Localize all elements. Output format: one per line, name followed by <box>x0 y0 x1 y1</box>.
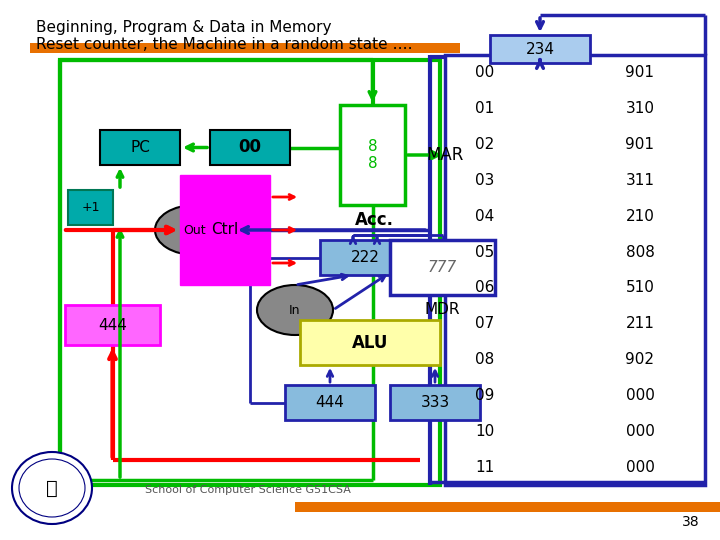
Text: Ctrl: Ctrl <box>212 222 238 238</box>
Ellipse shape <box>155 205 235 255</box>
Text: 8
8: 8 8 <box>368 139 377 171</box>
Text: 38: 38 <box>683 515 700 529</box>
Text: 11: 11 <box>475 460 495 475</box>
Text: +1: +1 <box>81 201 100 214</box>
Text: 902: 902 <box>626 352 654 367</box>
Text: 000: 000 <box>626 388 654 403</box>
Text: 01: 01 <box>475 102 495 116</box>
Text: 901: 901 <box>626 65 654 80</box>
Text: 02: 02 <box>475 137 495 152</box>
Text: School of Computer Science G51CSA: School of Computer Science G51CSA <box>145 485 351 495</box>
Text: 311: 311 <box>626 173 654 188</box>
Text: 210: 210 <box>626 209 654 224</box>
Text: 🦌: 🦌 <box>46 478 58 497</box>
Text: ALU: ALU <box>352 334 388 352</box>
Bar <box>68 190 113 225</box>
Text: 06: 06 <box>475 280 495 295</box>
Text: MAR: MAR <box>426 146 464 164</box>
Bar <box>390 240 495 295</box>
Bar <box>65 305 160 345</box>
Text: 444: 444 <box>98 318 127 333</box>
Ellipse shape <box>257 285 333 335</box>
Ellipse shape <box>12 452 92 524</box>
Text: 04: 04 <box>475 209 495 224</box>
Text: 00: 00 <box>475 65 495 80</box>
Bar <box>210 130 290 165</box>
Bar <box>30 43 460 53</box>
Text: 05: 05 <box>475 245 495 260</box>
Bar <box>180 175 270 285</box>
Text: 333: 333 <box>420 395 449 410</box>
Text: 000: 000 <box>626 460 654 475</box>
Text: 901: 901 <box>626 137 654 152</box>
Bar <box>285 385 375 420</box>
Bar <box>60 60 440 485</box>
Bar <box>295 502 720 512</box>
Text: 03: 03 <box>475 173 495 188</box>
Text: 211: 211 <box>626 316 654 331</box>
Text: 222: 222 <box>351 250 379 265</box>
Text: MDR: MDR <box>425 302 460 318</box>
Text: Acc.: Acc. <box>355 211 394 229</box>
Text: Beginning, Program & Data in Memory: Beginning, Program & Data in Memory <box>36 20 331 35</box>
Text: 510: 510 <box>626 280 654 295</box>
Text: 10: 10 <box>475 424 495 438</box>
Text: 08: 08 <box>475 352 495 367</box>
Bar <box>445 55 705 485</box>
Text: 09: 09 <box>475 388 495 403</box>
Text: 444: 444 <box>315 395 344 410</box>
Text: 000: 000 <box>626 424 654 438</box>
Text: 07: 07 <box>475 316 495 331</box>
Text: 310: 310 <box>626 102 654 116</box>
Text: PC: PC <box>130 140 150 155</box>
Text: 777: 777 <box>428 260 457 275</box>
Text: 808: 808 <box>626 245 654 260</box>
Bar <box>320 240 410 275</box>
Bar <box>390 385 480 420</box>
Bar <box>490 35 590 63</box>
Text: 234: 234 <box>526 42 554 57</box>
Text: 00: 00 <box>238 138 261 157</box>
Text: Out: Out <box>184 224 207 237</box>
Bar <box>340 105 405 205</box>
Text: Reset counter, the Machine in a random state ….: Reset counter, the Machine in a random s… <box>36 37 413 52</box>
Text: In: In <box>289 303 301 316</box>
Bar <box>300 320 440 365</box>
Bar <box>100 130 180 165</box>
